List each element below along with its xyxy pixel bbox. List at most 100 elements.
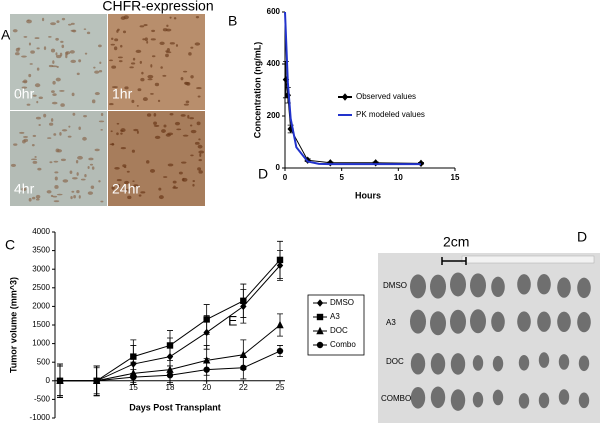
y-tick-label: 3000: [32, 264, 50, 273]
tumor: [450, 309, 466, 334]
legend-label: Observed values: [356, 92, 416, 101]
cell: [139, 60, 142, 64]
y-tick-label: 3500: [32, 246, 50, 255]
tumor: [578, 392, 590, 409]
y-tick-label: -1000: [30, 413, 51, 422]
cell: [21, 86, 28, 89]
cell: [38, 123, 41, 127]
cell: [153, 113, 157, 117]
cell: [169, 42, 175, 45]
cell: [173, 17, 177, 20]
cell: [183, 103, 189, 106]
cell: [55, 148, 60, 153]
cell: [172, 180, 177, 184]
cell: [56, 193, 63, 196]
tumor: [537, 311, 551, 332]
cell: [166, 48, 170, 52]
cell: [55, 54, 62, 59]
cell: [55, 37, 59, 41]
tumor: [557, 277, 571, 298]
cell: [116, 179, 122, 182]
cell: [131, 99, 135, 104]
cell: [35, 116, 41, 120]
y-tick-label: 200: [267, 111, 281, 120]
cell: [176, 128, 182, 131]
cell: [111, 142, 115, 146]
cell: [165, 51, 172, 54]
cell: [136, 130, 139, 134]
cell: [174, 121, 181, 126]
cell: [98, 70, 103, 73]
cell: [165, 53, 169, 58]
cell: [70, 22, 75, 25]
cell: [144, 37, 148, 42]
tile-label: 0hr: [14, 86, 35, 102]
x-tick-label: 0: [283, 173, 288, 182]
cell: [150, 64, 153, 68]
tumor: [558, 389, 570, 405]
cell: [166, 24, 169, 28]
cell: [197, 144, 203, 149]
cell: [178, 171, 183, 175]
cell: [60, 103, 65, 107]
cell: [182, 177, 185, 182]
cell: [154, 135, 161, 140]
tumor: [491, 276, 505, 298]
tumor: [470, 309, 486, 334]
cell: [111, 86, 118, 89]
cell: [114, 166, 120, 170]
cell: [84, 52, 88, 55]
cell: [36, 100, 39, 104]
panel-letter: D: [258, 166, 268, 182]
cell: [192, 179, 196, 183]
cell: [91, 99, 96, 104]
y-tick-label: 1000: [32, 339, 50, 348]
cell: [196, 121, 201, 126]
tumor: [518, 354, 530, 371]
x-tick-label: 22: [239, 383, 248, 392]
cell: [32, 94, 37, 97]
cell: [35, 194, 41, 199]
cell: [61, 44, 65, 49]
cell: [29, 63, 33, 65]
marker: [316, 326, 324, 335]
tumor: [450, 353, 466, 375]
cell: [23, 36, 28, 38]
cell: [127, 195, 132, 200]
cell: [36, 47, 40, 50]
tile-1: [108, 14, 205, 110]
tumor: [430, 386, 446, 409]
cell: [94, 92, 100, 96]
cell: [88, 157, 94, 161]
row-label: COMBO: [381, 394, 411, 403]
cell: [157, 99, 161, 103]
cell: [52, 80, 56, 85]
marker: [316, 313, 324, 321]
cell: [31, 158, 38, 161]
marker: [316, 299, 324, 307]
marker: [130, 353, 137, 360]
marker: [56, 377, 64, 384]
cell: [111, 186, 115, 190]
cell: [34, 156, 37, 158]
cell: [68, 125, 71, 128]
tile-label: 24hr: [112, 181, 140, 197]
cell: [31, 196, 36, 200]
cell: [43, 46, 47, 51]
cell: [197, 167, 202, 171]
cell: [60, 158, 66, 162]
cell: [169, 16, 172, 19]
tumor: [518, 393, 530, 409]
cell: [87, 191, 94, 195]
cell: [187, 114, 190, 119]
tumor: [410, 386, 426, 409]
cell: [83, 28, 87, 30]
row-label: A3: [386, 318, 396, 327]
tumor: [517, 274, 531, 295]
tumor: [578, 355, 590, 372]
cell: [28, 197, 32, 202]
marker: [240, 297, 247, 305]
y-tick-label: 400: [267, 59, 281, 68]
cell: [91, 166, 95, 170]
tumor: [558, 354, 570, 370]
